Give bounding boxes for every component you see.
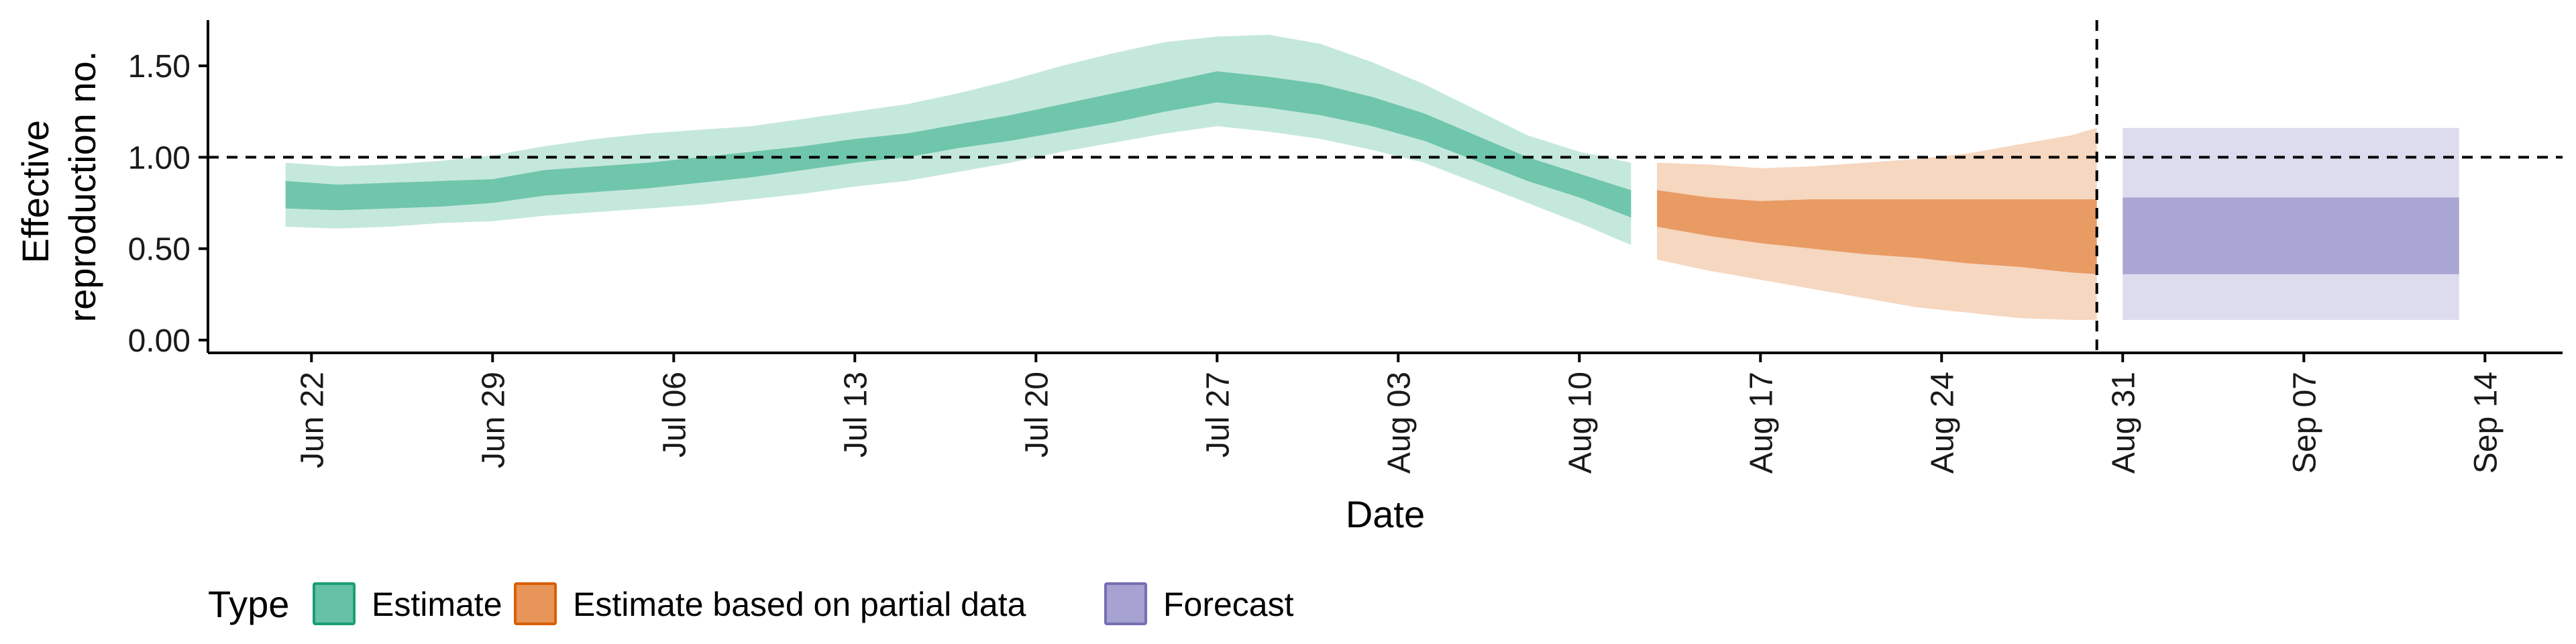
x-tick-label: Jun 22 [294, 372, 330, 468]
legend-swatch-estimate [313, 582, 356, 625]
x-tick-label: Aug 31 [2106, 372, 2141, 474]
y-tick-label: 1.00 [128, 140, 191, 176]
x-tick-label: Jul 13 [838, 372, 873, 458]
band-layer [285, 34, 2459, 320]
x-tick-label: Aug 03 [1381, 372, 1417, 474]
x-tick-label: Aug 17 [1743, 372, 1779, 474]
y-axis-title-line-1: Effective [14, 120, 56, 264]
y-tick-label: 1.50 [128, 49, 191, 85]
x-tick-label: Sep 07 [2287, 372, 2322, 474]
legend-label-estimate: Estimate [372, 586, 502, 623]
legend-label-estimate-based-on-partial-data: Estimate based on partial data [573, 586, 1026, 623]
series-estimate-based-on-partial-data [1657, 127, 2097, 320]
legend-swatch-estimate-based-on-partial-data [514, 582, 557, 625]
band-50-estimate-based-on-partial-data [1657, 190, 2097, 274]
legend-swatch-forecast [1104, 582, 1147, 625]
y-tick-label: 0.50 [128, 232, 191, 268]
x-tick-label: Jul 20 [1019, 372, 1055, 458]
x-tick-label: Aug 10 [1562, 372, 1598, 474]
x-tick-label: Jun 29 [476, 372, 511, 468]
legend: Type Estimate Estimate based on partial d… [208, 582, 1294, 625]
series-estimate [285, 34, 1631, 246]
x-tick-label: Sep 14 [2468, 372, 2504, 474]
y-axis-title-line-2: reproduction no. [61, 51, 103, 323]
y-axis-title: Effective reproduction no. [14, 51, 103, 323]
axes-layer: 0.00 0.50 1.00 1.50 Jun 22 Jun 29 Jul 06 Jul 13… [128, 20, 2563, 474]
reference-lines [208, 20, 2563, 353]
y-tick-label: 0.00 [128, 323, 191, 359]
x-tick-label: Jul 27 [1200, 372, 1236, 458]
legend-title: Type [208, 583, 289, 625]
x-axis-title: Date [1346, 493, 1425, 535]
band-50-forecast [2123, 197, 2459, 274]
legend-label-forecast: Forecast [1163, 586, 1294, 623]
x-tick-label: Aug 24 [1925, 372, 1960, 474]
x-tick-label: Jul 06 [657, 372, 692, 458]
series-forecast [2123, 127, 2459, 320]
band-50-estimate [285, 71, 1631, 218]
